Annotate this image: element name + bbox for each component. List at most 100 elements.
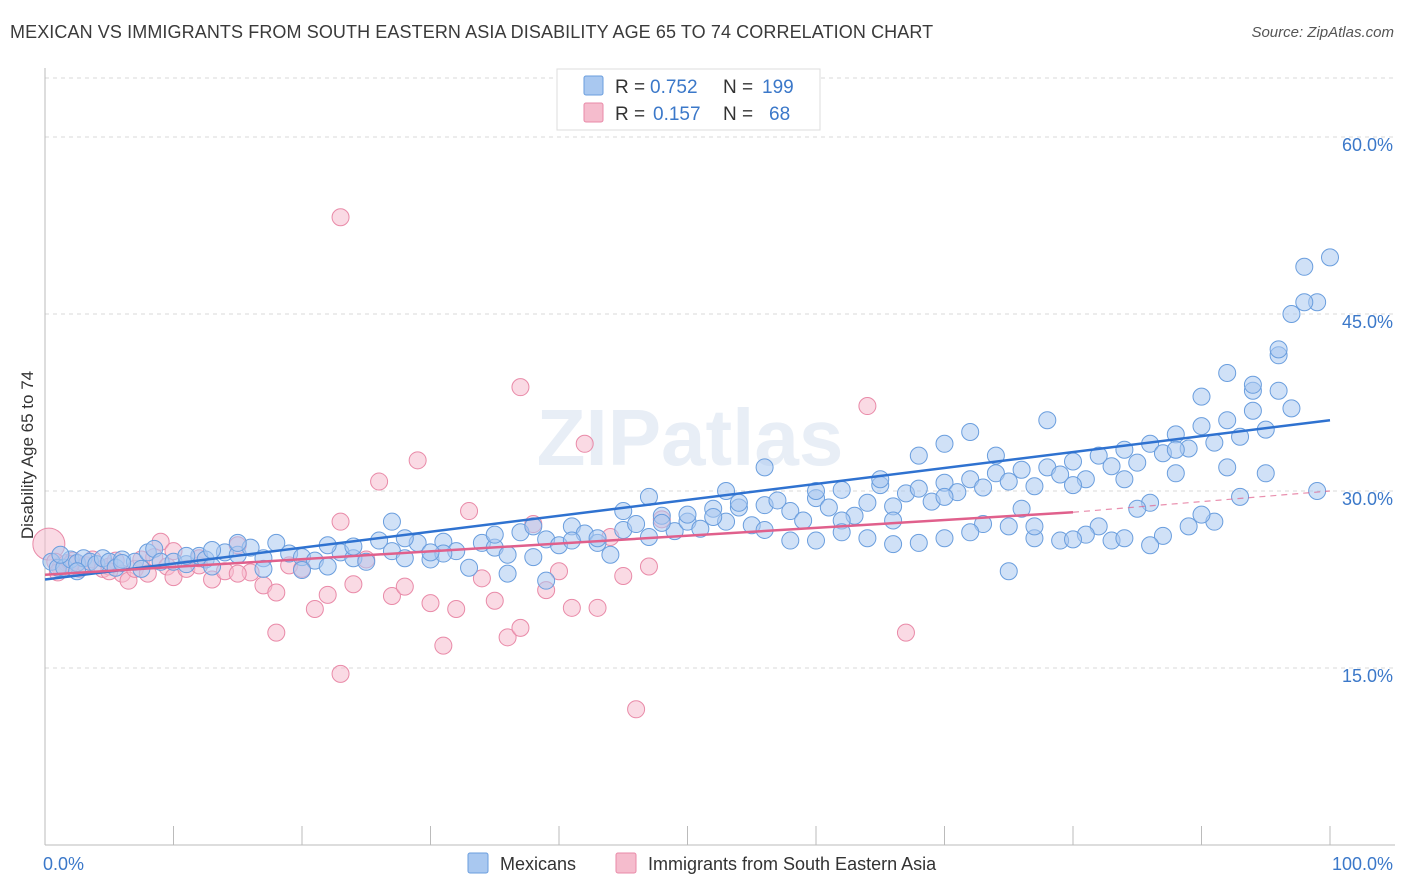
point-mexicans: [678, 505, 697, 524]
point-mexicans: [1256, 464, 1275, 483]
point-immigrants: [472, 569, 491, 588]
point-mexicans: [1192, 505, 1211, 524]
point-immigrants: [228, 564, 247, 583]
point-mexicans: [1243, 375, 1262, 394]
point-mexicans: [884, 511, 903, 530]
point-mexicans: [1128, 499, 1147, 518]
point-mexicans: [1064, 530, 1082, 549]
chart-title: MEXICAN VS IMMIGRANTS FROM SOUTH EASTERN…: [10, 22, 934, 42]
point-immigrants: [562, 598, 581, 617]
bottom-legend-swatch-mexicans: [467, 852, 489, 874]
point-mexicans: [562, 531, 581, 550]
point-mexicans: [1321, 248, 1339, 267]
point-mexicans: [203, 541, 222, 559]
point-mexicans: [871, 470, 890, 489]
point-mexicans: [986, 464, 1005, 483]
point-mexicans: [961, 523, 980, 542]
point-immigrants: [395, 577, 414, 596]
point-mexicans: [794, 511, 813, 530]
point-mexicans: [485, 525, 504, 544]
point-mexicans: [1025, 517, 1044, 536]
legend-r-label-2: R =: [615, 104, 645, 125]
point-mexicans: [961, 423, 980, 441]
legend-r-label-1: R =: [615, 77, 645, 98]
point-mexicans: [1295, 257, 1314, 276]
point-mexicans: [1166, 440, 1185, 459]
point-mexicans: [832, 523, 851, 542]
point-mexicans: [999, 562, 1018, 581]
point-mexicans: [1051, 465, 1070, 484]
point-immigrants: [331, 664, 350, 683]
point-mexicans: [1012, 499, 1031, 518]
trend-line-immigrants-extension: [1072, 490, 1331, 513]
chart-source: Source: ZipAtlas.com: [1251, 24, 1394, 41]
point-mexicans: [177, 546, 196, 565]
point-immigrants: [575, 434, 594, 453]
point-mexicans: [588, 529, 607, 548]
x-tick-label-0: 0.0%: [43, 854, 84, 874]
point-mexicans: [382, 512, 401, 531]
point-mexicans: [999, 517, 1018, 536]
point-immigrants: [858, 397, 877, 416]
point-mexicans: [691, 519, 710, 538]
point-mexicans: [627, 515, 646, 534]
point-immigrants: [511, 378, 530, 397]
legend-n-value-2: 68: [769, 104, 790, 125]
point-mexicans: [652, 513, 671, 532]
point-immigrants: [344, 575, 363, 594]
point-mexicans: [704, 507, 723, 526]
point-mexicans: [1012, 460, 1031, 479]
point-mexicans: [318, 557, 337, 576]
point-mexicans: [537, 571, 556, 590]
point-mexicans: [781, 502, 800, 521]
point-mexicans: [832, 480, 851, 499]
point-immigrants: [267, 623, 286, 642]
point-mexicans: [395, 529, 414, 548]
point-immigrants: [370, 472, 389, 491]
point-mexicans: [1038, 411, 1057, 430]
point-mexicans: [357, 552, 376, 571]
point-immigrants: [550, 562, 568, 581]
point-mexicans: [909, 479, 928, 498]
point-mexicans: [884, 535, 903, 554]
point-mexicans: [1064, 476, 1082, 495]
point-mexicans: [293, 561, 311, 580]
point-immigrants: [408, 451, 427, 470]
point-immigrants: [614, 566, 633, 585]
point-mexicans: [999, 472, 1018, 491]
legend-n-label-1: N =: [723, 77, 753, 98]
point-mexicans: [807, 482, 825, 500]
point-mexicans: [909, 446, 928, 465]
point-mexicans: [1153, 526, 1172, 545]
point-mexicans: [1205, 433, 1224, 452]
point-immigrants: [498, 628, 517, 647]
point-immigrants: [331, 512, 350, 531]
y-tick-label-0: 15.0%: [1342, 666, 1393, 686]
series-mexicans-points: [42, 248, 1339, 590]
legend-n-value-1: 199: [762, 77, 794, 98]
point-mexicans: [768, 491, 787, 510]
point-mexicans: [1218, 458, 1237, 477]
point-mexicans: [1192, 417, 1211, 436]
point-immigrants: [639, 557, 658, 576]
tick-labels: 15.0% 30.0% 45.0% 60.0% 0.0% 100.0%: [43, 135, 1393, 874]
point-immigrants: [588, 598, 607, 617]
legend-r-value-2: 0.157: [653, 104, 701, 125]
point-immigrants: [511, 618, 530, 637]
point-mexicans: [113, 553, 132, 572]
point-mexicans: [1025, 477, 1044, 496]
point-mexicans: [1269, 340, 1288, 359]
point-mexicans: [498, 545, 517, 564]
point-mexicans: [1243, 401, 1262, 420]
x-tick-label-1: 100.0%: [1332, 854, 1393, 874]
y-tick-label-1: 30.0%: [1342, 489, 1393, 509]
bottom-legend: Mexicans Immigrants from South Eastern A…: [467, 852, 937, 874]
trend-lines: [44, 418, 1331, 581]
top-legend: R = 0.752 N = 199 R = 0.157 N = 68: [556, 68, 821, 131]
bottom-legend-swatch-immigrants: [615, 852, 637, 874]
point-mexicans: [755, 458, 774, 477]
point-mexicans: [961, 470, 980, 489]
point-mexicans: [1295, 293, 1314, 312]
point-mexicans: [1128, 453, 1147, 472]
